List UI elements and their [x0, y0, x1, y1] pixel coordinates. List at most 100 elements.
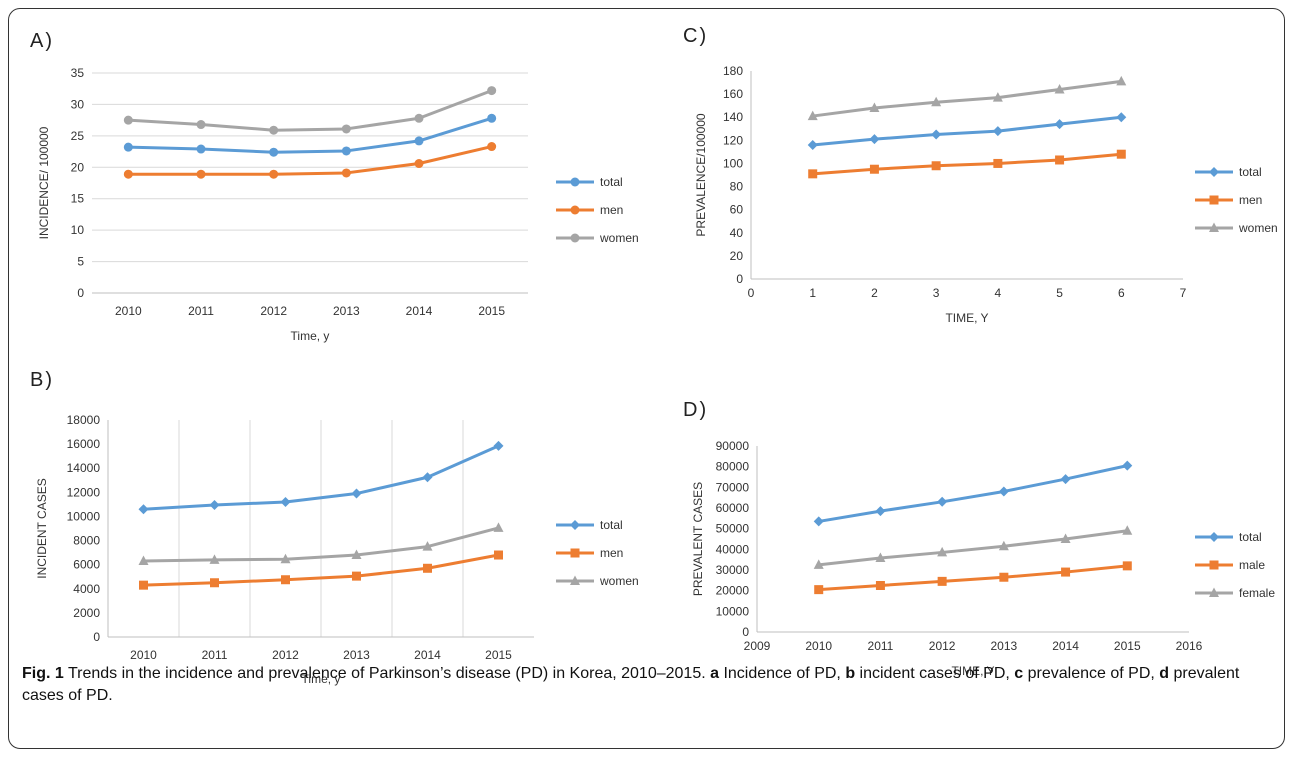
data-point: [487, 113, 497, 123]
legend-marker: [570, 548, 580, 558]
legend-label: women: [1238, 221, 1278, 235]
data-point: [1116, 112, 1127, 123]
y-tick-label: 100: [723, 156, 743, 170]
legend-item-men: men: [556, 546, 623, 560]
series-male: [814, 561, 1132, 595]
data-point: [269, 125, 279, 135]
y-tick-label: 80: [730, 180, 744, 194]
series-total: [138, 440, 504, 515]
legend-item-men: men: [556, 203, 623, 217]
y-tick-label: 0: [742, 625, 749, 639]
x-tick-label: 2015: [485, 648, 512, 662]
data-point: [138, 504, 149, 515]
series-women: [807, 75, 1127, 121]
y-tick-label: 180: [723, 64, 743, 78]
y-tick-label: 16000: [67, 437, 101, 451]
x-tick-label: 5: [1056, 286, 1063, 300]
series-men: [808, 149, 1126, 179]
caption-letter-a: a: [710, 665, 720, 682]
data-point: [807, 139, 818, 150]
y-tick-label: 8000: [73, 534, 100, 548]
y-tick-label: 18000: [67, 413, 101, 427]
legend-label: female: [1239, 586, 1275, 600]
x-axis-title: Time, y: [291, 329, 330, 343]
caption-letter-c: c: [1014, 665, 1024, 682]
legend-marker: [1209, 222, 1219, 232]
series-line: [128, 116, 493, 154]
y-tick-label: 15: [71, 192, 85, 206]
data-point: [807, 110, 818, 121]
series-women: [138, 522, 504, 566]
series-line: [812, 115, 1122, 147]
y-tick-label: 5: [77, 255, 84, 269]
y-tick-label: 80000: [716, 460, 750, 474]
data-point: [998, 486, 1009, 497]
data-point: [992, 126, 1003, 137]
x-tick-label: 2014: [414, 648, 441, 662]
x-tick-label: 2010: [130, 648, 157, 662]
legend-marker: [1209, 560, 1219, 570]
caption-text-a: Incidence of PD,: [719, 665, 846, 682]
x-tick-label: 1: [809, 286, 816, 300]
data-point: [494, 550, 503, 560]
x-tick-label: 2012: [929, 639, 956, 653]
data-point: [999, 572, 1009, 582]
data-point: [196, 169, 206, 179]
data-point: [808, 169, 818, 179]
data-point: [1055, 155, 1065, 165]
x-axis-title: Time, y: [302, 672, 341, 686]
data-point: [210, 578, 219, 588]
data-point: [813, 559, 824, 569]
data-point: [487, 86, 497, 96]
x-tick-label: 6: [1118, 286, 1125, 300]
data-point: [414, 113, 424, 123]
y-tick-label: 10: [71, 223, 85, 237]
x-axis-title: TIME, Y: [945, 311, 988, 325]
data-point: [352, 571, 361, 581]
legend-label: men: [1239, 193, 1262, 207]
data-point: [123, 115, 133, 125]
data-point: [875, 506, 886, 517]
data-point: [1116, 75, 1127, 86]
series-line: [818, 564, 1128, 592]
data-point: [993, 158, 1003, 168]
x-tick-label: 2014: [406, 304, 433, 318]
y-tick-label: 160: [723, 87, 743, 101]
chart-panel-4: D) 0 10000 20000 30000 40000 50000 60000 70000 80…: [683, 399, 1275, 678]
x-tick-label: 2013: [333, 304, 360, 318]
data-point: [269, 147, 279, 157]
data-point: [422, 541, 433, 551]
legend-item-total: total: [1195, 165, 1262, 179]
legend-item-total: total: [556, 175, 623, 189]
y-tick-label: 40: [730, 226, 744, 240]
x-tick-label: 2015: [478, 304, 505, 318]
y-axis-title: PREVALENT CASES: [691, 482, 705, 596]
y-tick-label: 2000: [73, 606, 100, 620]
legend-marker: [1209, 195, 1219, 205]
data-point: [869, 134, 880, 145]
y-tick-label: 4000: [73, 582, 100, 596]
legend-marker: [570, 575, 580, 585]
y-tick-label: 90000: [716, 439, 750, 453]
legend-marker: [570, 205, 580, 215]
y-tick-label: 30: [71, 97, 85, 111]
series-total: [123, 113, 497, 157]
x-tick-label: 2012: [272, 648, 299, 662]
legend-marker: [570, 177, 580, 187]
series-line: [143, 553, 499, 587]
caption-text: Trends in the incidence and prevalence o…: [63, 665, 711, 682]
y-tick-label: 14000: [67, 461, 101, 475]
data-point: [1054, 119, 1065, 130]
legend-item-total: total: [556, 518, 623, 532]
data-point: [414, 136, 424, 146]
legend-marker: [570, 233, 580, 243]
data-point: [1122, 460, 1133, 471]
series-total: [813, 460, 1133, 527]
data-point: [931, 129, 942, 140]
legend-item-female: female: [1195, 586, 1275, 600]
caption-text-c: prevalence of PD,: [1023, 665, 1160, 682]
data-point: [875, 581, 885, 590]
data-point: [931, 161, 941, 171]
panel-letter: A): [30, 30, 54, 52]
legend-label: total: [600, 518, 623, 532]
